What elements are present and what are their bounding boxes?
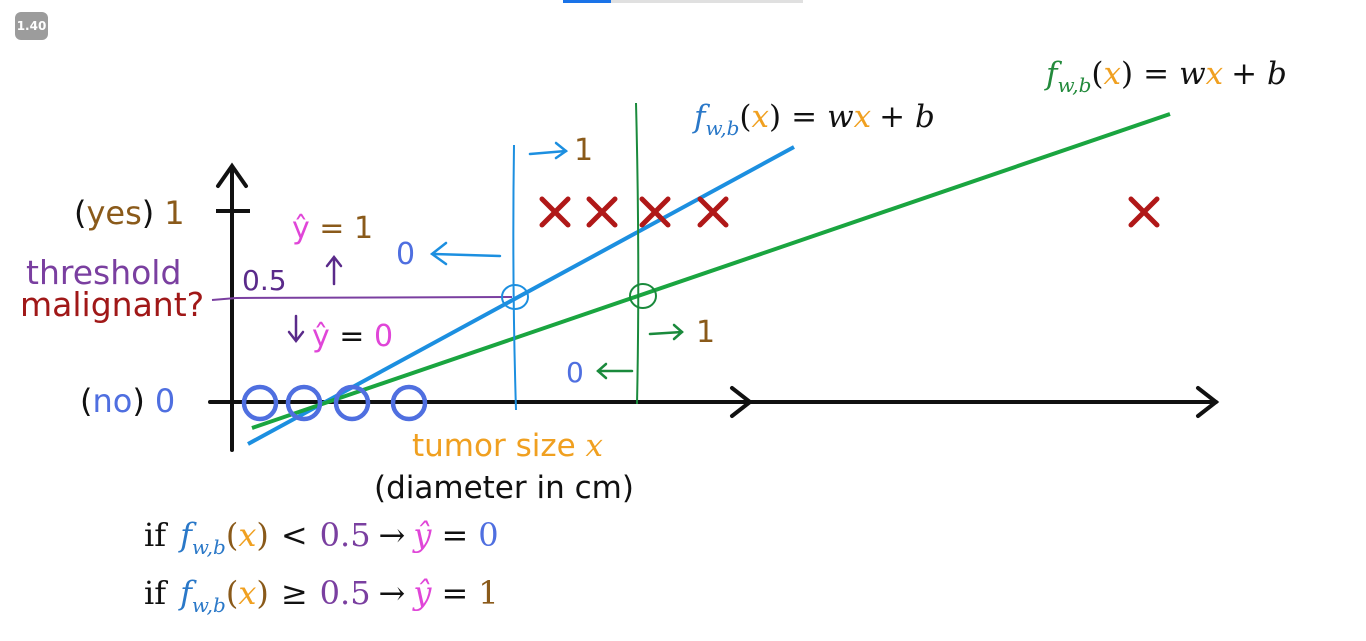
green-arrows [596, 323, 684, 380]
rule-1: if fw,b(x) <0.5 → ŷ = 0 [144, 516, 499, 559]
threshold-arrows [287, 254, 343, 344]
x-axis-arrow-head-icon-2 [1196, 386, 1220, 418]
yhat-equals-1: ŷ = 1 [292, 211, 373, 246]
threshold-tick [211, 297, 237, 301]
x-mark-icon [586, 196, 618, 228]
progress-bar-fill [563, 0, 611, 3]
benign-points [241, 384, 428, 422]
yes-label: (yes) 1 [74, 194, 185, 232]
progress-bar[interactable] [563, 0, 803, 3]
circle-icon [390, 384, 428, 422]
green-fit-line [251, 112, 1171, 430]
green-decision-boundary [635, 102, 640, 405]
malignant-points [539, 196, 1160, 228]
x-axis-arrow-head-icon-1 [730, 386, 754, 418]
green-left-zero: 0 [566, 356, 584, 389]
green-intersection-circle [629, 283, 657, 309]
circle-icon [333, 384, 371, 422]
blue-intersection-circle [501, 284, 529, 310]
xaxis-subtitle: (diameter in cm) [374, 470, 634, 506]
blue-right-one: 1 [574, 133, 593, 168]
x-axis [208, 386, 1220, 418]
green-right-one: 1 [696, 315, 715, 350]
x-mark-icon [639, 196, 671, 228]
circle-icon [285, 384, 323, 422]
yhat-equals-0: ŷ = 0 [312, 319, 393, 354]
x-mark-icon [539, 196, 571, 228]
playback-speed-badge[interactable]: 1.40 [15, 12, 48, 40]
rule-2: if fw,b(x) ≥0.5 → ŷ = 1 [144, 574, 499, 617]
circle-icon [241, 384, 279, 422]
x-mark-icon [1128, 196, 1160, 228]
malignant-word: malignant? [20, 285, 204, 324]
blue-arrows [429, 141, 569, 266]
no-label: (no) 0 [80, 382, 175, 420]
xaxis-title: tumor size x [412, 428, 604, 464]
threshold-value: 0.5 [242, 264, 287, 297]
y-axis [216, 162, 248, 452]
x-mark-icon [697, 196, 729, 228]
blue-equation: fw,b(x) = wx + b [692, 99, 935, 140]
threshold-word: threshold [26, 253, 181, 292]
blue-decision-boundary [512, 144, 517, 411]
blue-left-zero: 0 [396, 237, 415, 272]
green-equation: fw,b(x) = wx + b [1044, 56, 1287, 97]
y-axis-arrow-head-icon [216, 162, 248, 188]
threshold-line [235, 296, 513, 299]
